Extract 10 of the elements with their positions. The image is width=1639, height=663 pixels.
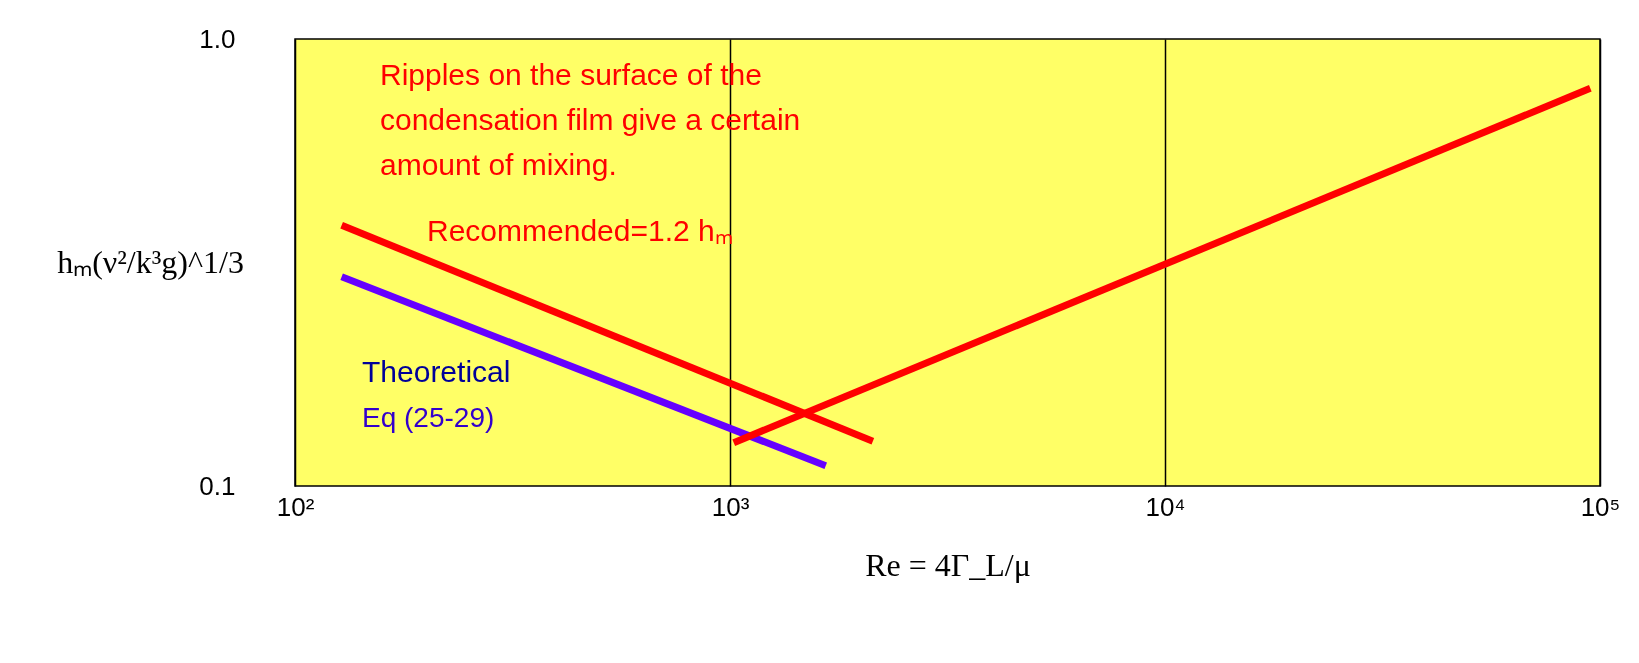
y-axis-title: hₘ(ν²/k³g)^1/3 (57, 244, 244, 280)
x-axis-title: Re = 4Γ_L/μ (865, 546, 1031, 583)
x-tick-label: 10² (276, 491, 315, 522)
y-tick-label: 1.0 (199, 23, 236, 54)
x-tick-label: 10³ (711, 491, 750, 522)
annotation: Theoretical (362, 355, 511, 388)
y-tick-label: 0.1 (199, 470, 236, 501)
x-tick-label: 10⁵ (1580, 491, 1621, 522)
annotation: Eq (25-29) (362, 402, 495, 433)
x-tick-label: 10⁴ (1145, 491, 1186, 522)
